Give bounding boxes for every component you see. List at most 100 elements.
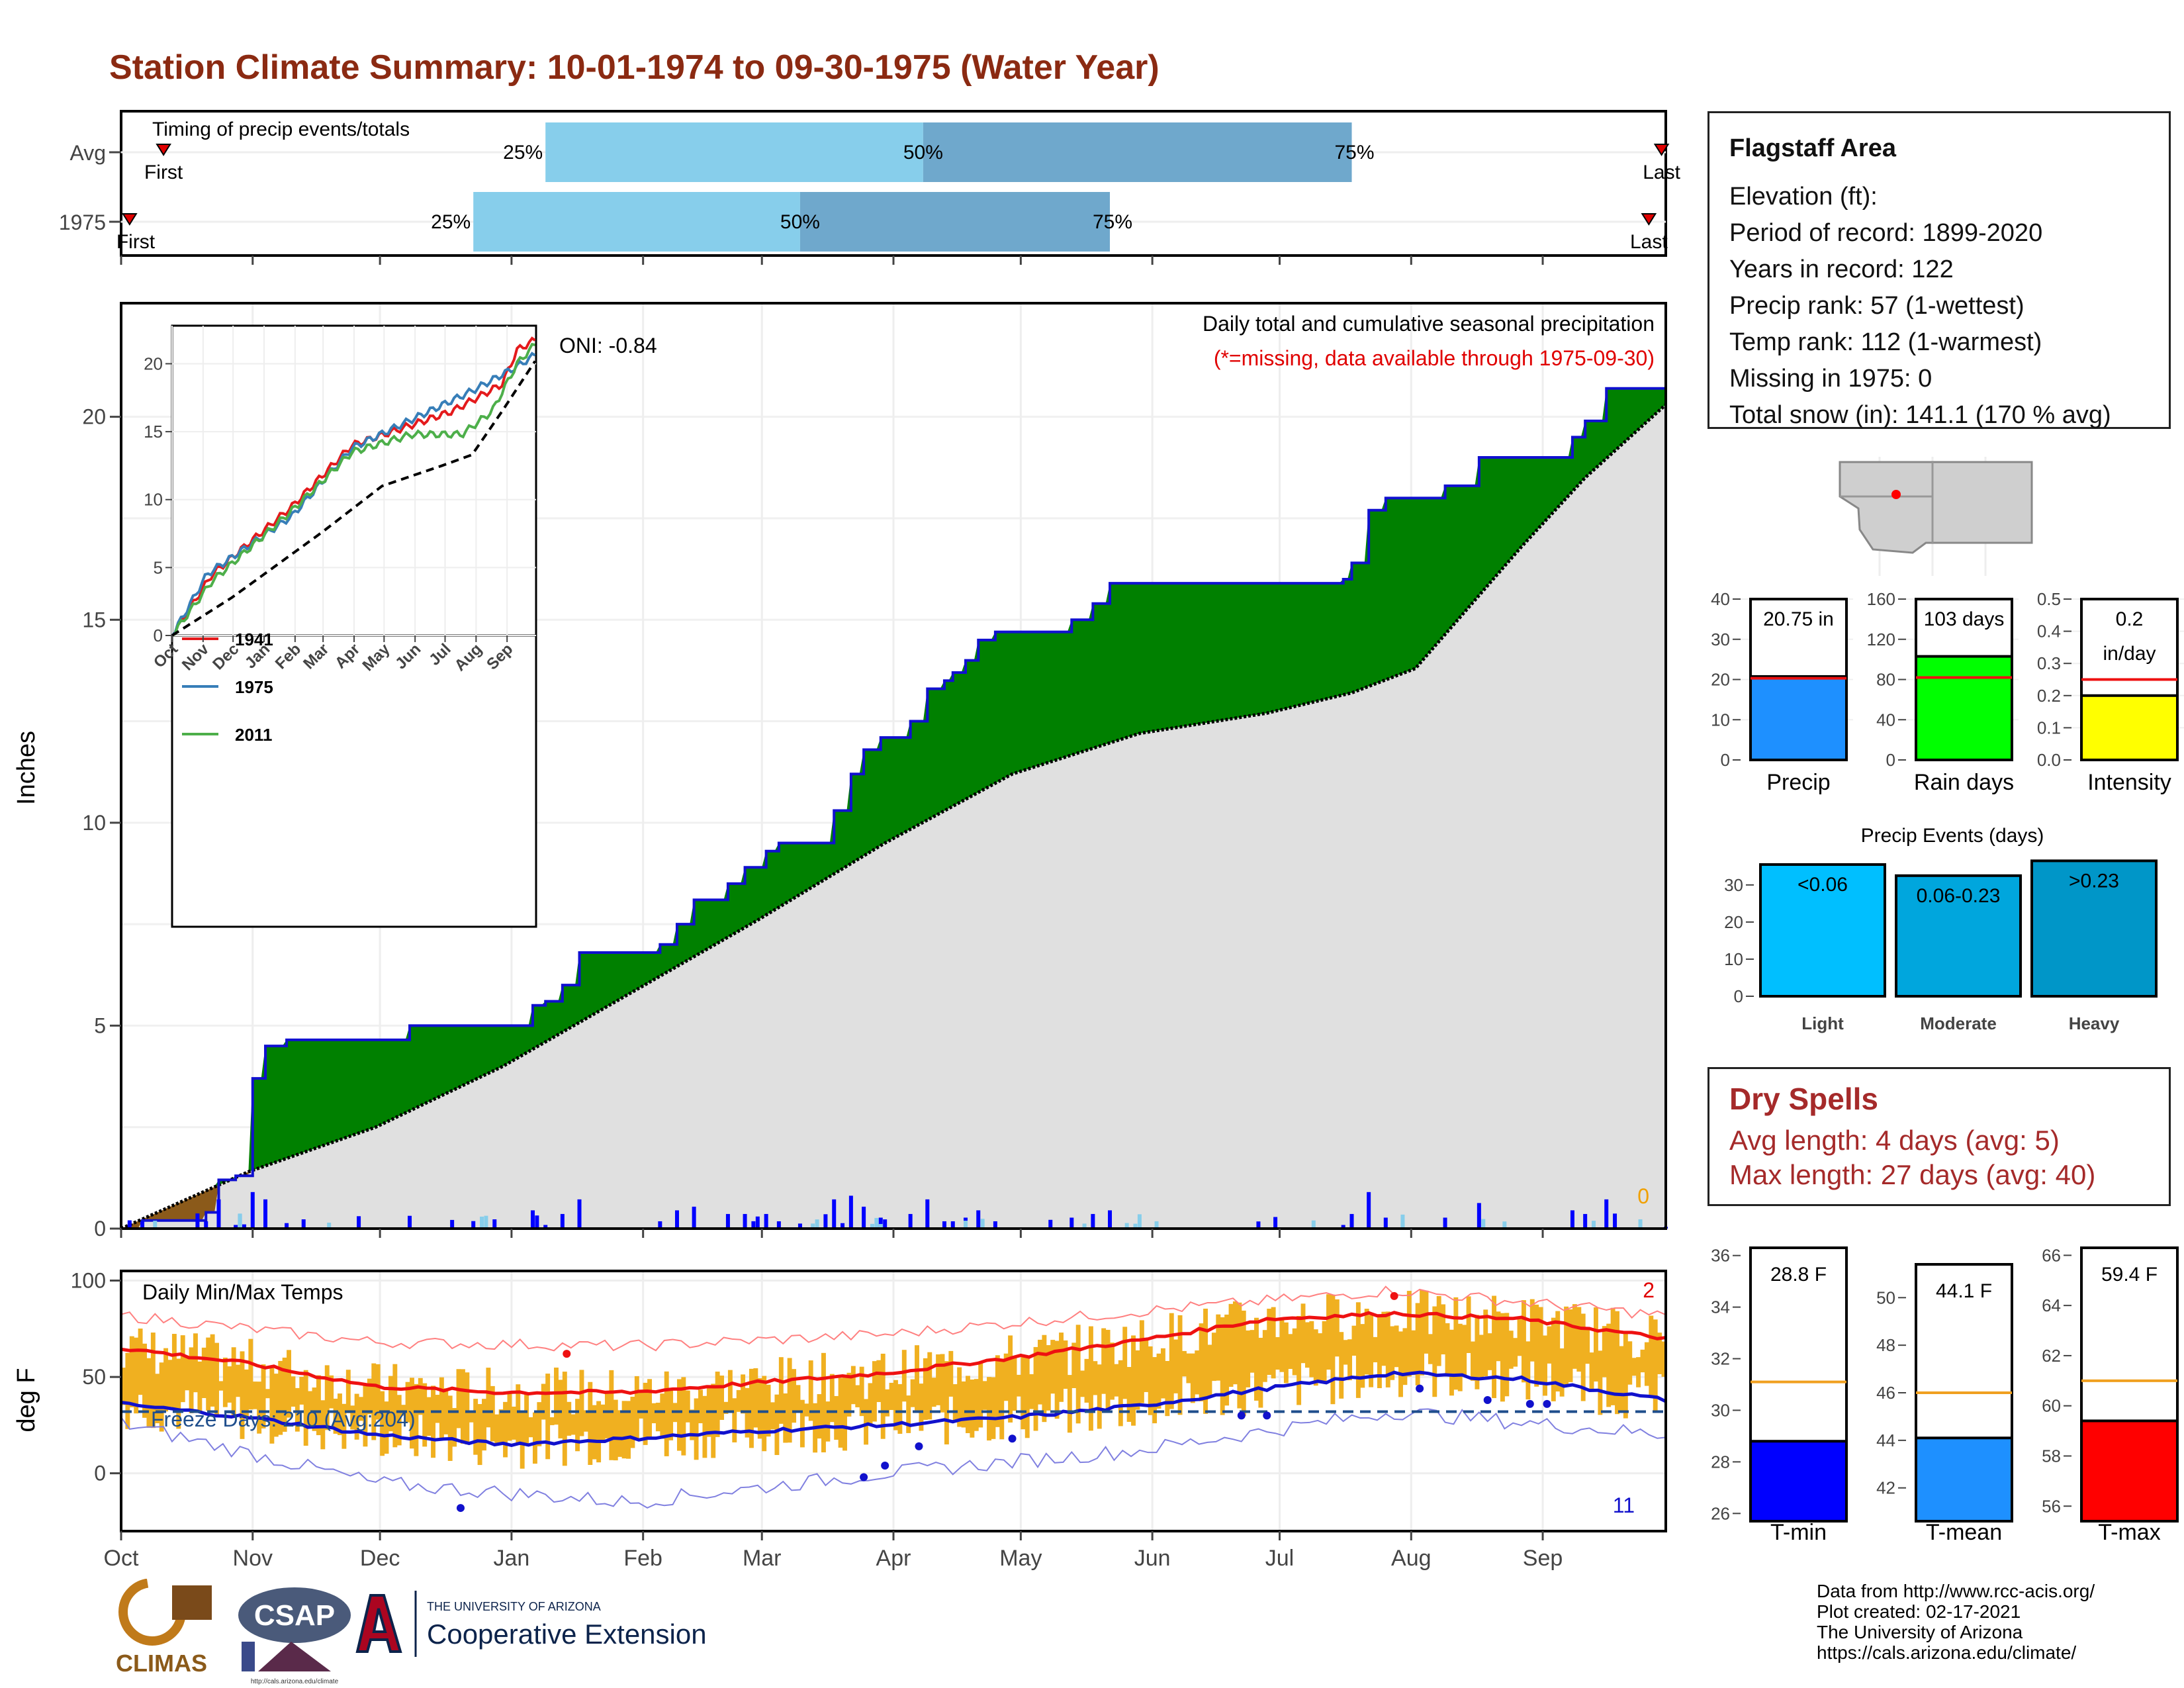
daily-temp-bar	[1207, 1344, 1212, 1397]
daily-temp-bar	[410, 1378, 414, 1449]
daily-temp-bar	[588, 1382, 593, 1466]
daily-temp-bar	[354, 1393, 359, 1440]
daily-temp-bar	[1075, 1325, 1081, 1424]
daily-temp-bar	[1309, 1321, 1314, 1378]
daily-temp-bar	[1432, 1306, 1437, 1397]
daily-temp-bar	[1551, 1317, 1556, 1401]
daily-temp-bar	[1012, 1357, 1017, 1411]
daily-temp-bar	[206, 1337, 211, 1411]
freeze-days-label: Freeze Days: 210 (Avg:204)	[151, 1407, 416, 1431]
daily-temp-bar	[757, 1378, 762, 1439]
daily-temp-bar	[1525, 1341, 1531, 1400]
daily-temp-bar	[316, 1375, 321, 1436]
daily-precip-bar	[874, 1217, 879, 1229]
timing-title: Timing of precip events/totals	[152, 118, 410, 140]
credit-line: Data from http://www.rcc-acis.org/	[1817, 1581, 2095, 1601]
first-event-label: First	[116, 231, 156, 253]
gauge-tick-label: 0.0	[2037, 750, 2061, 770]
daily-temp-bar	[222, 1357, 228, 1407]
daily-temp-bar	[910, 1379, 915, 1407]
daily-precip-bar	[327, 1223, 332, 1229]
daily-temp-bar	[978, 1362, 983, 1428]
gauge-fill	[1915, 655, 2013, 761]
timing-bar-outer	[923, 122, 1352, 182]
avg-max-line	[120, 1311, 1666, 1396]
daily-temp-bar	[532, 1412, 537, 1464]
record-low-marker	[1483, 1396, 1492, 1405]
daily-temp-bar	[388, 1376, 393, 1432]
precip-areas	[120, 386, 1667, 1231]
daily-temp-bar	[371, 1363, 377, 1440]
daily-temp-bar	[1165, 1360, 1170, 1417]
daily-temp-bar	[308, 1391, 313, 1427]
daily-precip-bar	[1383, 1217, 1388, 1229]
daily-precip-bar	[242, 1224, 246, 1229]
daily-temp-bar	[134, 1337, 139, 1414]
daily-temp-bar	[163, 1348, 169, 1412]
daily-precip-bar	[1613, 1213, 1617, 1229]
missing-count: 0	[1637, 1184, 1649, 1208]
inset-legend-label: 1975	[235, 677, 273, 697]
temp-gauge-tick-label: 32	[1711, 1349, 1730, 1369]
daily-temp-bar	[1449, 1329, 1454, 1396]
station-info-line: Missing in 1975: 0	[1729, 365, 1933, 393]
daily-precip-bar	[484, 1215, 488, 1229]
daily-temp-bar	[465, 1372, 470, 1445]
timing-bar-outer	[799, 192, 1111, 252]
daily-temp-bar	[1173, 1339, 1179, 1393]
daily-temp-bar	[1487, 1333, 1492, 1370]
daily-temp-bar	[1326, 1294, 1331, 1370]
daily-temp-bar	[439, 1377, 444, 1438]
daily-precip-bar	[535, 1215, 539, 1229]
daily-temp-bar	[1131, 1335, 1136, 1426]
daily-temp-bar	[231, 1347, 236, 1416]
daily-temp-bar	[422, 1383, 428, 1447]
average-cumulative-area	[121, 404, 1666, 1229]
temp-gauge-tick-label: 50	[1876, 1288, 1895, 1307]
gauge-tick-label: 20	[1711, 670, 1730, 690]
dry-spells-max: Max length: 27 days (avg: 40)	[1729, 1159, 2096, 1190]
gauge-group: 0 10 20 30 40 20.75 in Precip 0 40 80 120 160 103 da…	[1711, 589, 2184, 795]
temp-gauge-name: T-min	[1770, 1520, 1827, 1542]
climas-block	[172, 1585, 212, 1620]
daily-temp-bar	[1190, 1353, 1195, 1403]
daily-temp-bar	[329, 1375, 334, 1409]
daily-temp-bar	[570, 1414, 576, 1435]
daily-precip-bar	[674, 1210, 679, 1229]
daily-temp-bar	[1105, 1329, 1111, 1411]
last-event-marker	[1641, 213, 1657, 226]
daily-temp-bar	[121, 1368, 126, 1405]
daily-temp-bar	[719, 1376, 725, 1420]
daily-temp-bar	[1246, 1330, 1251, 1387]
daily-temp-bar	[363, 1384, 368, 1447]
daily-temp-bar	[1636, 1357, 1641, 1387]
temp-y-tick-label: 0	[94, 1462, 106, 1485]
gauge-tick-label: 160	[1867, 589, 1895, 609]
daily-temp-bar	[1177, 1315, 1183, 1415]
daily-temp-bar	[265, 1389, 270, 1399]
oni-label: ONI: -0.84	[559, 334, 657, 357]
temp-label: Daily Min/Max Temps	[142, 1280, 343, 1304]
daily-temp-bar	[1237, 1302, 1242, 1409]
first-event-marker	[156, 144, 171, 156]
timing-rows: 25% 50% 75% First Last Avg 25% 50% 75% First Last 1…	[59, 122, 1681, 265]
daily-precip-bar	[263, 1199, 268, 1229]
daily-temp-bar	[477, 1404, 482, 1466]
month-tick-label: Mar	[743, 1546, 782, 1571]
month-tick-label: Apr	[876, 1546, 911, 1571]
daily-temp-bar	[1543, 1335, 1547, 1396]
daily-temp-bar	[384, 1401, 389, 1454]
csap-logo: CSAP http://cals.arizona.edu/climate	[238, 1587, 351, 1685]
daily-temp-bar	[405, 1382, 410, 1423]
precip-note: Daily total and cumulative seasonal prec…	[1203, 312, 1655, 336]
daily-temp-bar	[482, 1399, 486, 1451]
daily-temp-bar	[736, 1389, 741, 1412]
daily-temp-bar	[711, 1383, 716, 1458]
timing-panel: Timing of precip events/totals 25% 50% 75%…	[59, 110, 1681, 265]
daily-precip-bar	[1048, 1219, 1053, 1229]
daily-temp-bar	[829, 1374, 835, 1423]
daily-temp-bar	[159, 1362, 164, 1432]
daily-temp-bar	[1500, 1313, 1505, 1402]
daily-temp-bar	[1585, 1327, 1590, 1364]
daily-temp-bar	[218, 1381, 224, 1391]
